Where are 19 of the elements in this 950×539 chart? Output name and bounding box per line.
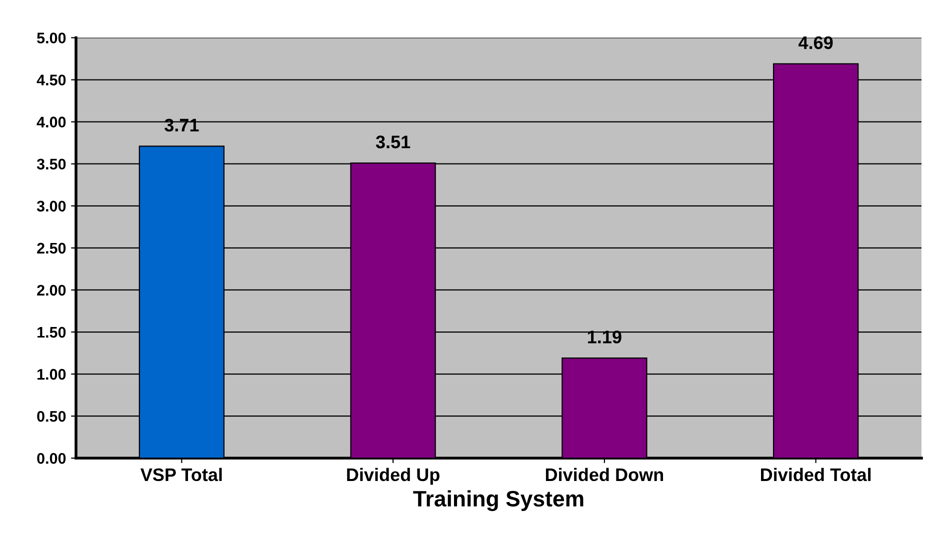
y-tick-label: 4.00 — [36, 116, 66, 128]
x-tick-label: Divided Up — [347, 468, 440, 485]
x-tick-label: Divided Down — [546, 468, 664, 482]
x-tick-label: VSP Total — [140, 468, 222, 482]
data-label: 3.71 — [164, 118, 199, 132]
x-axis-title: Training System — [413, 490, 584, 512]
y-tick-label: 3.00 — [36, 200, 66, 212]
y-tick-label: 0.00 — [37, 453, 66, 464]
y-tick-label: 5.00 — [37, 32, 66, 44]
y-tick-label: 3.50 — [36, 158, 66, 170]
y-tick-label: 1.00 — [38, 368, 66, 380]
data-label: 4.69 — [798, 36, 833, 50]
y-tick-label: 2.00 — [37, 284, 66, 296]
y-tick-label: 2.50 — [37, 242, 66, 254]
y-tick-label: 4.50 — [36, 74, 66, 86]
x-tick-label: Divided Total — [761, 468, 871, 482]
y-tick-label: 1.50 — [38, 326, 66, 338]
y-tick-label: 0.50 — [37, 410, 66, 422]
data-label: 3.51 — [376, 136, 410, 148]
